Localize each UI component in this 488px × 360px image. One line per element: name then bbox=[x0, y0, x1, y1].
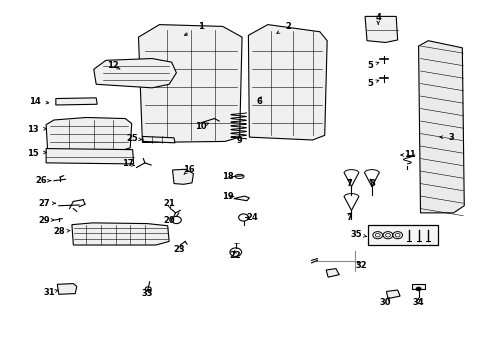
Text: 35: 35 bbox=[350, 230, 362, 239]
Text: 28: 28 bbox=[53, 227, 64, 236]
Text: 29: 29 bbox=[38, 216, 50, 225]
Text: 18: 18 bbox=[221, 172, 233, 181]
Polygon shape bbox=[325, 269, 339, 277]
Circle shape bbox=[415, 287, 420, 291]
Text: 17: 17 bbox=[122, 159, 133, 168]
Polygon shape bbox=[386, 290, 399, 298]
Text: 25: 25 bbox=[126, 134, 138, 143]
Text: 7: 7 bbox=[346, 179, 351, 188]
Text: 6: 6 bbox=[256, 97, 262, 106]
Text: 1: 1 bbox=[198, 22, 203, 31]
Polygon shape bbox=[248, 24, 326, 140]
Text: 12: 12 bbox=[107, 61, 119, 70]
Polygon shape bbox=[72, 223, 169, 245]
Polygon shape bbox=[138, 24, 242, 143]
Text: 14: 14 bbox=[28, 97, 40, 106]
Text: 19: 19 bbox=[221, 192, 233, 201]
Text: 4: 4 bbox=[374, 13, 380, 22]
Text: 32: 32 bbox=[355, 261, 366, 270]
Text: 34: 34 bbox=[412, 298, 424, 307]
Polygon shape bbox=[94, 59, 176, 88]
Polygon shape bbox=[365, 17, 397, 42]
Text: 22: 22 bbox=[228, 251, 240, 260]
Text: 33: 33 bbox=[141, 289, 153, 298]
Text: 10: 10 bbox=[195, 122, 206, 131]
Text: 30: 30 bbox=[379, 298, 390, 307]
Polygon shape bbox=[411, 284, 425, 289]
Text: 5: 5 bbox=[366, 79, 372, 88]
Text: 16: 16 bbox=[183, 166, 194, 175]
Text: 21: 21 bbox=[163, 199, 175, 208]
Polygon shape bbox=[56, 98, 97, 105]
Text: 2: 2 bbox=[285, 22, 290, 31]
Polygon shape bbox=[57, 284, 77, 294]
Text: 27: 27 bbox=[38, 199, 50, 208]
Text: 23: 23 bbox=[173, 245, 184, 254]
Polygon shape bbox=[46, 117, 131, 152]
Text: 3: 3 bbox=[447, 132, 453, 141]
Text: 13: 13 bbox=[27, 126, 39, 135]
Text: 26: 26 bbox=[35, 176, 47, 185]
Text: 20: 20 bbox=[163, 216, 175, 225]
Polygon shape bbox=[233, 196, 249, 201]
Text: 31: 31 bbox=[43, 288, 55, 297]
Polygon shape bbox=[172, 169, 193, 184]
Text: 11: 11 bbox=[403, 150, 415, 159]
Polygon shape bbox=[46, 149, 133, 164]
Text: 15: 15 bbox=[27, 149, 39, 158]
Text: 24: 24 bbox=[246, 213, 258, 222]
Text: 8: 8 bbox=[368, 179, 374, 188]
Text: 7: 7 bbox=[346, 213, 351, 222]
Polygon shape bbox=[142, 136, 175, 143]
Bar bbox=[368, 225, 437, 245]
Text: 5: 5 bbox=[366, 61, 372, 70]
Text: 9: 9 bbox=[236, 136, 242, 145]
Polygon shape bbox=[418, 41, 463, 213]
